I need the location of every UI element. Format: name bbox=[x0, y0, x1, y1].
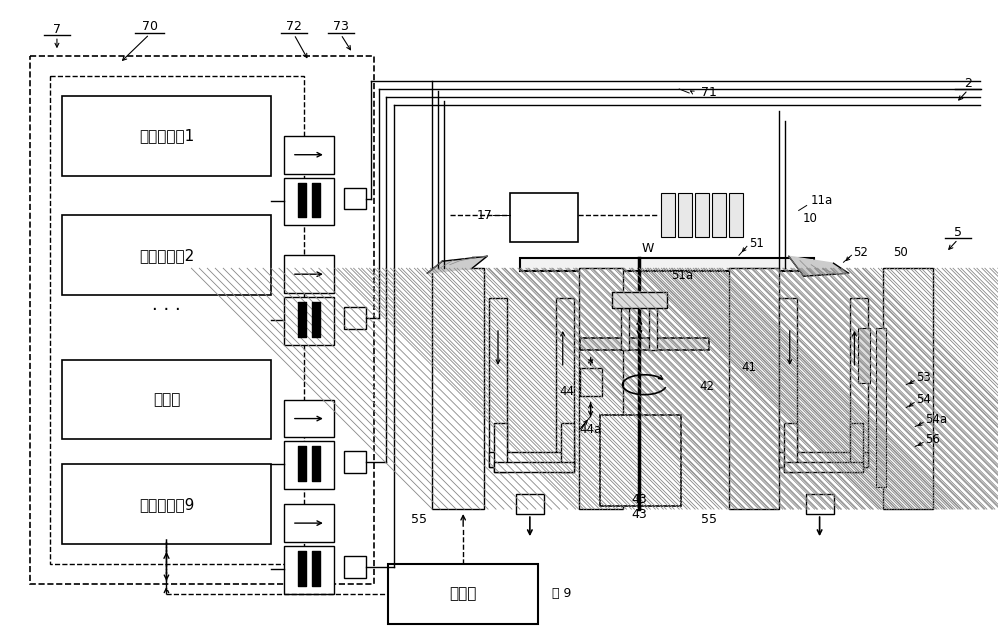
Bar bbox=[520, 258, 814, 271]
Bar bbox=[784, 463, 863, 472]
Text: 71: 71 bbox=[701, 87, 717, 100]
Text: 43: 43 bbox=[632, 508, 647, 521]
Text: 55: 55 bbox=[701, 512, 717, 526]
Bar bbox=[579, 268, 623, 509]
Bar bbox=[489, 298, 507, 468]
Text: 50: 50 bbox=[893, 246, 908, 259]
Text: 44a: 44a bbox=[580, 423, 602, 436]
Text: 72: 72 bbox=[286, 20, 302, 33]
Bar bbox=[858, 328, 870, 383]
Bar bbox=[661, 193, 675, 237]
Bar bbox=[784, 422, 797, 472]
Bar bbox=[883, 268, 933, 509]
Text: 43: 43 bbox=[632, 493, 647, 506]
Bar bbox=[695, 193, 709, 237]
Polygon shape bbox=[612, 292, 667, 308]
Text: 控制部: 控制部 bbox=[449, 586, 477, 601]
Bar bbox=[284, 177, 334, 225]
Text: 抗蚀剂残留9: 抗蚀剂残留9 bbox=[139, 497, 194, 512]
Text: 5: 5 bbox=[954, 226, 962, 239]
Bar bbox=[516, 494, 544, 514]
Bar bbox=[284, 297, 334, 345]
Text: W: W bbox=[641, 242, 654, 255]
Text: 10: 10 bbox=[803, 212, 818, 225]
Text: 11a: 11a bbox=[811, 194, 833, 207]
Bar bbox=[489, 452, 574, 468]
Text: 55: 55 bbox=[411, 512, 427, 526]
Bar bbox=[649, 308, 657, 350]
Bar bbox=[284, 255, 334, 293]
Bar bbox=[62, 360, 271, 440]
Bar bbox=[432, 268, 484, 509]
Bar bbox=[494, 422, 507, 472]
Bar bbox=[556, 298, 574, 468]
Bar bbox=[876, 328, 886, 487]
Bar bbox=[284, 546, 334, 594]
Bar bbox=[510, 193, 578, 242]
Bar bbox=[678, 193, 692, 237]
Bar bbox=[712, 193, 726, 237]
Bar bbox=[50, 76, 304, 564]
Bar bbox=[580, 367, 602, 396]
Bar bbox=[729, 193, 743, 237]
Bar bbox=[600, 415, 681, 506]
Bar bbox=[62, 464, 271, 544]
Text: · · ·: · · · bbox=[152, 301, 181, 319]
Bar bbox=[561, 422, 574, 472]
Bar bbox=[432, 268, 484, 509]
Bar bbox=[850, 298, 868, 468]
Bar bbox=[284, 441, 334, 489]
Bar bbox=[729, 268, 779, 509]
Text: 54a: 54a bbox=[925, 413, 947, 426]
Bar bbox=[344, 307, 366, 329]
Text: 41: 41 bbox=[741, 361, 756, 375]
Bar bbox=[30, 56, 374, 584]
Text: 53: 53 bbox=[916, 371, 931, 384]
Bar bbox=[612, 292, 667, 308]
Text: 56: 56 bbox=[925, 433, 940, 446]
Text: 73: 73 bbox=[333, 20, 349, 33]
Bar bbox=[344, 188, 366, 209]
Text: 52: 52 bbox=[853, 246, 868, 259]
Text: 44: 44 bbox=[560, 385, 575, 398]
Bar bbox=[284, 399, 334, 438]
Bar bbox=[806, 494, 834, 514]
Bar bbox=[621, 308, 629, 350]
Bar bbox=[579, 268, 623, 509]
Text: 7: 7 bbox=[53, 23, 61, 36]
Bar bbox=[62, 216, 271, 295]
Text: 稀释剂: 稀释剂 bbox=[153, 392, 180, 407]
Bar bbox=[494, 463, 574, 472]
Polygon shape bbox=[427, 256, 487, 273]
Bar bbox=[344, 452, 366, 473]
Bar bbox=[388, 564, 538, 624]
Text: 51a: 51a bbox=[671, 269, 693, 282]
Bar bbox=[883, 268, 933, 509]
Bar bbox=[850, 422, 863, 472]
Text: 70: 70 bbox=[142, 20, 158, 33]
Bar bbox=[344, 556, 366, 578]
Bar bbox=[580, 338, 709, 350]
Text: 2: 2 bbox=[964, 77, 972, 89]
Text: 51: 51 bbox=[749, 237, 764, 250]
Text: 抗蚀剂残留1: 抗蚀剂残留1 bbox=[139, 128, 194, 144]
Text: ～ 9: ～ 9 bbox=[552, 588, 571, 600]
Bar bbox=[779, 452, 868, 468]
Bar bbox=[284, 504, 334, 542]
Text: 17: 17 bbox=[477, 209, 493, 222]
Text: 54: 54 bbox=[916, 393, 931, 406]
Bar bbox=[284, 136, 334, 174]
Bar bbox=[62, 96, 271, 175]
Polygon shape bbox=[789, 256, 848, 276]
Bar bbox=[779, 298, 797, 468]
Text: 抗蚀剂残留2: 抗蚀剂残留2 bbox=[139, 248, 194, 263]
Bar bbox=[729, 268, 779, 509]
Text: 42: 42 bbox=[699, 380, 714, 393]
